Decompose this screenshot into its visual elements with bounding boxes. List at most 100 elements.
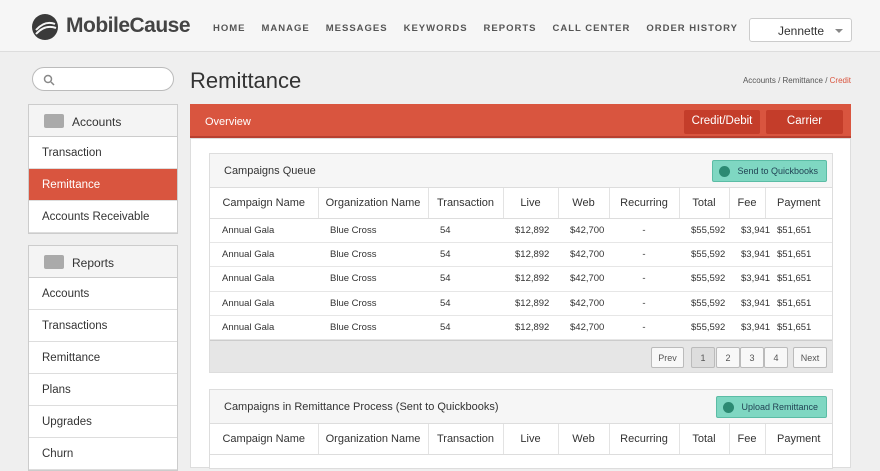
header-row: Campaign Name Organization Name Transactio… [210, 424, 832, 455]
table-cell: Blue Cross [318, 315, 428, 341]
nav-item[interactable]: HOME [213, 23, 246, 34]
breadcrumb-path: Accounts / Remittance / [742, 76, 828, 85]
page-button[interactable]: Next [793, 347, 827, 369]
table-cell: - [609, 218, 679, 243]
column-header: Recurring [609, 188, 680, 219]
column-header: Transaction [428, 424, 504, 455]
action-button[interactable]: Upload Remittance [716, 396, 827, 418]
accounts-menu: Accounts Transaction Remittance Accounts Re… [28, 104, 178, 234]
page-button[interactable]: 1 [691, 347, 715, 369]
menu-item[interactable]: Transaction [29, 137, 177, 169]
column-header: Total [679, 188, 730, 219]
table-cell: Blue Cross [318, 266, 428, 292]
page-button[interactable]: Prev [651, 347, 684, 369]
tab-button[interactable]: Credit/Debit [684, 110, 760, 134]
data-table: Campaign Name Organization Name Transactio… [210, 188, 832, 341]
menu-item[interactable]: Plans [29, 374, 177, 406]
overview-tab[interactable]: Overview [205, 116, 251, 128]
menu-item[interactable]: Accounts [29, 278, 177, 310]
column-header: Payment [765, 424, 832, 455]
table-cell: 54 [428, 315, 503, 341]
table-cell: $3,941 [729, 315, 770, 341]
pagination: Prev 1 2 3 4 Next [210, 340, 832, 373]
reports-menu: Reports Accounts Transactions Remittance Pla… [28, 245, 178, 471]
search-icon [43, 74, 55, 86]
table-cell: $3,941 [729, 242, 770, 268]
table-cell: 54 [428, 266, 503, 292]
table-cell: 54 [428, 242, 503, 268]
table-cell: 54 [428, 291, 503, 317]
breadcrumb-current: Credit [829, 76, 851, 85]
page-button[interactable]: 2 [716, 347, 740, 369]
tab-button[interactable]: Carrier [766, 110, 843, 134]
card-title: Campaigns in Remittance Process (Sent to… [210, 390, 832, 424]
menu-item[interactable]: Accounts Receivable [29, 201, 177, 233]
page-title: Remittance [190, 68, 302, 93]
table-cell: $42,700 [558, 218, 609, 243]
nav-item[interactable]: CALL CENTER [552, 23, 631, 34]
table-cell: $51,651 [765, 266, 832, 292]
table-cell: $42,700 [558, 291, 609, 317]
column-header: Live [503, 424, 559, 455]
search[interactable] [32, 67, 174, 91]
logo: MobileCause [66, 14, 191, 37]
column-header: Live [503, 188, 559, 219]
column-header: Fee [729, 424, 766, 455]
table-cell: $55,592 [679, 291, 729, 317]
menu-icon [44, 255, 64, 269]
nav-item[interactable]: ORDER HISTORY [646, 23, 738, 34]
column-header: Campaign Name [210, 424, 319, 455]
page-button[interactable]: 3 [740, 347, 764, 369]
column-header: Total [679, 424, 730, 455]
menu-item[interactable]: Remittance [29, 169, 177, 201]
action-button[interactable]: Send to Quickbooks [712, 160, 827, 182]
nav-item[interactable]: MESSAGES [325, 23, 388, 34]
nav-item[interactable]: REPORTS [483, 23, 537, 34]
table-cell: - [609, 315, 679, 341]
header: MobileCause HOME MANAGE MESSAGES KEYWORDS RE… [0, 0, 880, 52]
table-cell: Annual Gala [210, 242, 318, 268]
user-menu[interactable]: Jennette [749, 18, 852, 42]
card-title: Campaigns Queue Send to Quickbooks [210, 154, 832, 188]
table-cell: Annual Gala [210, 266, 318, 292]
menu-icon [44, 114, 64, 128]
table-cell: Annual Gala [210, 218, 318, 243]
table-cell: $51,651 [765, 218, 832, 243]
menu-item[interactable]: Upgrades [29, 406, 177, 438]
menu-item[interactable]: Churn [29, 438, 177, 470]
column-header: Fee [729, 188, 766, 219]
data-table: Campaign Name Organization Name Transactio… [210, 424, 832, 455]
table-row: Annual Gala Blue Cross 54 $12,892 $42,700- $5… [210, 291, 832, 317]
nav-item[interactable]: MANAGE [261, 23, 310, 34]
nav-item[interactable]: KEYWORDS [403, 23, 468, 34]
table-cell: $12,892 [503, 242, 558, 268]
table-row: Annual Gala Blue Cross 54 $12,892 $42,700- $5… [210, 218, 832, 243]
table-cell: $55,592 [679, 266, 729, 292]
table-cell: $51,651 [765, 291, 832, 317]
table-cell: $55,592 [679, 315, 729, 341]
table-cell: $12,892 [503, 291, 558, 317]
column-header: Campaign Name [210, 188, 319, 219]
page-button[interactable]: 4 [764, 347, 788, 369]
table-cell: $3,941 [729, 218, 770, 243]
table-cell: $12,892 [503, 218, 558, 243]
table-cell: $3,941 [729, 266, 770, 292]
table-cell: $3,941 [729, 291, 770, 317]
menu-header: Reports [29, 246, 177, 278]
logo-icon [32, 14, 58, 40]
table-cell: Annual Gala [210, 315, 318, 341]
table-row: Annual Gala Blue Cross 54 $12,892 $42,700- $5… [210, 315, 832, 341]
column-header: Web [558, 188, 610, 219]
table-cell: Blue Cross [318, 242, 428, 268]
menu-item[interactable]: Remittance [29, 342, 177, 374]
table-cell: $42,700 [558, 315, 609, 341]
process-card: Campaigns in Remittance Process (Sent to… [209, 389, 833, 469]
column-header: Organization Name [318, 424, 429, 455]
nav: HOME MANAGE MESSAGES KEYWORDS REPORTS CALL CE… [205, 23, 807, 34]
table-cell: Blue Cross [318, 218, 428, 243]
menu-header: Accounts [29, 105, 177, 137]
table-cell: - [609, 242, 679, 268]
tab-bar: Overview Credit/Debit Carrier [190, 104, 851, 138]
menu-item[interactable]: Transactions [29, 310, 177, 342]
breadcrumb: Accounts / Remittance / Credit [743, 76, 851, 85]
